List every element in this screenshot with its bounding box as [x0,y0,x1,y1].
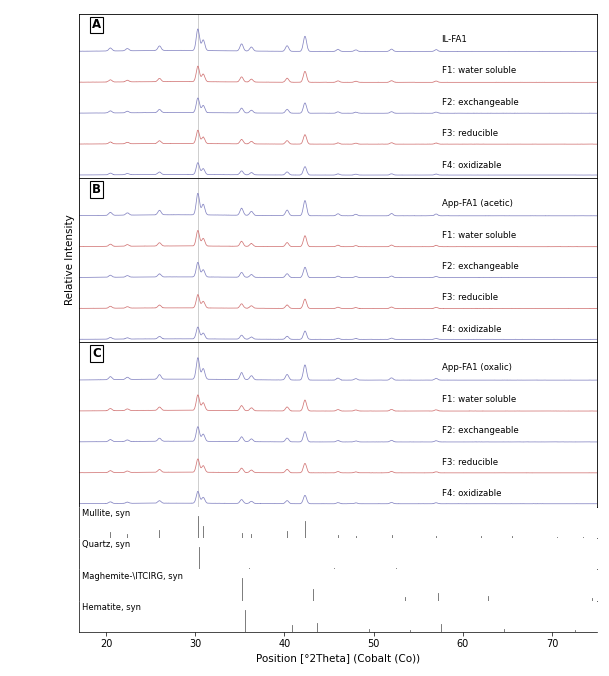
Text: Mullite, syn: Mullite, syn [82,509,130,518]
Text: F3: reducible: F3: reducible [442,458,498,466]
Text: F1: water soluble: F1: water soluble [442,231,516,239]
Text: Quartz, syn: Quartz, syn [82,540,130,550]
Text: A: A [92,18,101,32]
Text: F2: exchangeable: F2: exchangeable [442,97,518,107]
Text: F3: reducible: F3: reducible [442,293,498,302]
Text: App-FA1 (oxalic): App-FA1 (oxalic) [442,364,512,372]
Text: App-FA1 (acetic): App-FA1 (acetic) [442,199,512,208]
Text: C: C [92,347,101,360]
Text: F4: oxidizable: F4: oxidizable [442,489,501,498]
Text: F2: exchangeable: F2: exchangeable [442,427,518,435]
Text: B: B [92,183,101,196]
Text: F3: reducible: F3: reducible [442,129,498,138]
Text: IL-FA1: IL-FA1 [442,34,467,44]
Text: F4: oxidizable: F4: oxidizable [442,325,501,334]
Text: F1: water soluble: F1: water soluble [442,66,516,75]
Text: F2: exchangeable: F2: exchangeable [442,262,518,271]
X-axis label: Position [°2Theta] (Cobalt (Co)): Position [°2Theta] (Cobalt (Co)) [256,653,420,663]
Y-axis label: Relative Intensity: Relative Intensity [65,215,75,306]
Text: F4: oxidizable: F4: oxidizable [442,160,501,170]
Text: Maghemite-\ITCIRG, syn: Maghemite-\ITCIRG, syn [82,572,183,581]
Text: F1: water soluble: F1: water soluble [442,395,516,404]
Text: Hematite, syn: Hematite, syn [82,603,141,612]
